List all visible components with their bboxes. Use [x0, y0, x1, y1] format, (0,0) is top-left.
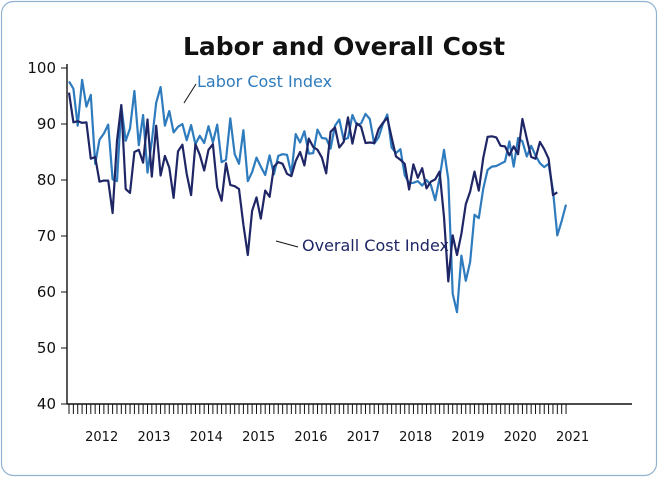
- series-line-overall-cost-index: [67, 92, 558, 283]
- x-tick-label-year: 2016: [294, 430, 327, 445]
- x-tick-label-year: 2013: [137, 430, 170, 445]
- chart-title: Labor and Overall Cost: [183, 32, 505, 61]
- y-tick-label: 50: [37, 339, 56, 357]
- x-tick-label-year: 2020: [504, 430, 537, 445]
- x-tick-label-year: 2014: [190, 430, 223, 445]
- series-line-labor-cost-index: [68, 78, 568, 314]
- x-tick-label-year: 2021: [556, 430, 589, 445]
- y-tick-label: 100: [27, 59, 56, 77]
- x-tick-label-year: 2012: [85, 430, 118, 445]
- y-tick-label: 40: [37, 395, 56, 413]
- series-label-overall: Overall Cost Index: [302, 236, 449, 255]
- x-tick-label-year: 2017: [347, 430, 380, 445]
- x-tick-label-year: 2015: [242, 430, 275, 445]
- series-label-labor: Labor Cost Index: [197, 72, 332, 91]
- x-axis-ticks: 2012 2013 2014 2015 2016 2017 2018 2019 2020 2021: [68, 404, 589, 445]
- x-tick-label-year: 2019: [451, 430, 484, 445]
- y-tick-label: 80: [37, 171, 56, 189]
- overall-label-leader: [275, 240, 299, 248]
- labor-label-leader: [183, 83, 197, 104]
- y-tick-label: 60: [37, 283, 56, 301]
- x-tick-label-year: 2018: [399, 430, 432, 445]
- y-tick-label: 90: [37, 115, 56, 133]
- y-tick-label: 70: [37, 227, 56, 245]
- y-axis-ticks: 40 50 60 70 80 90 100: [27, 59, 67, 413]
